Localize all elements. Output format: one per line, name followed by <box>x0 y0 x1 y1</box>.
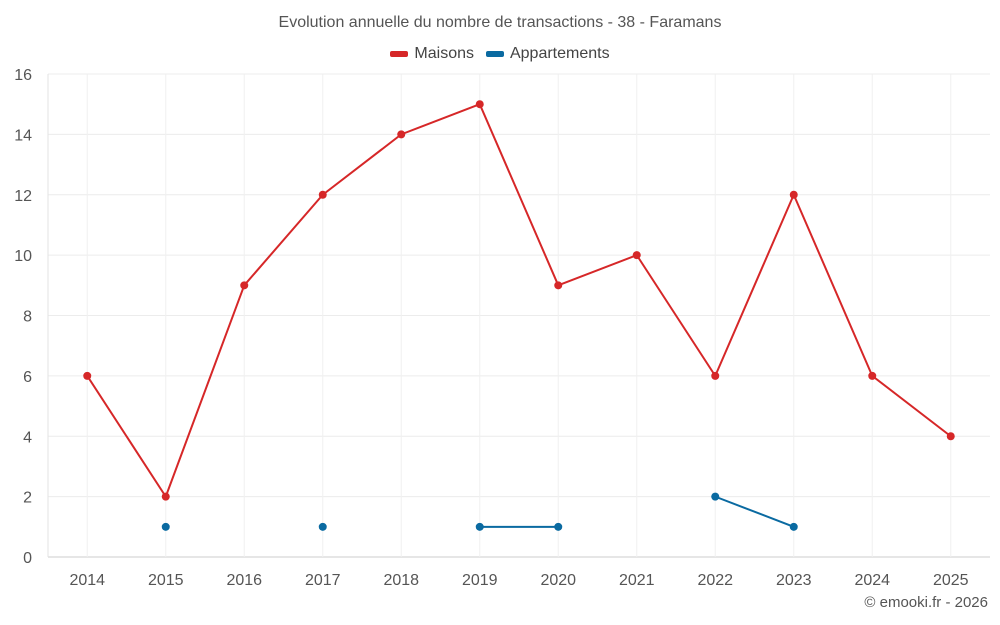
x-tick-label: 2016 <box>226 572 262 589</box>
legend-swatch-appartements <box>485 51 504 57</box>
data-point-maisons <box>161 492 170 501</box>
chart-title: Evolution annuelle du nombre de transact… <box>278 14 722 31</box>
y-tick-label: 4 <box>23 429 32 446</box>
x-tick-label: 2020 <box>540 572 576 589</box>
legend-label-appartements: Appartements <box>509 45 610 62</box>
series-line-maisons <box>86 103 952 498</box>
x-tick-label: 2023 <box>776 572 812 589</box>
data-point-maisons <box>397 130 406 139</box>
y-tick-label: 2 <box>23 490 32 507</box>
data-point-appartements <box>554 522 563 531</box>
data-point-appartements <box>161 522 170 531</box>
x-tick-label: 2017 <box>305 572 341 589</box>
data-point-maisons <box>240 281 249 290</box>
x-tick-label: 2018 <box>383 572 419 589</box>
x-tick-label: 2015 <box>148 572 184 589</box>
data-point-maisons <box>789 190 798 199</box>
data-point-maisons <box>318 190 327 199</box>
y-tick-label: 14 <box>14 127 32 144</box>
y-tick-label: 6 <box>23 369 32 386</box>
data-point-maisons <box>711 371 720 380</box>
y-tick-label: 12 <box>14 188 32 205</box>
x-tick-label: 2022 <box>697 572 733 589</box>
x-tick-label: 2021 <box>619 572 655 589</box>
data-point-maisons <box>475 100 484 109</box>
x-tick-label: 2014 <box>69 572 105 589</box>
y-tick-label: 10 <box>14 248 32 265</box>
x-tick-label: 2025 <box>933 572 969 589</box>
legend-item-appartements[interactable]: Appartements <box>485 45 610 63</box>
series-line-appartements <box>714 495 795 528</box>
legend: Maisons Appartements <box>0 45 1000 63</box>
data-point-appartements <box>318 522 327 531</box>
data-point-appartements <box>711 492 720 501</box>
data-point-maisons <box>868 371 877 380</box>
data-point-maisons <box>554 281 563 290</box>
y-tick-label: 8 <box>23 309 32 326</box>
data-point-maisons <box>632 251 641 260</box>
data-point-appartements <box>789 522 798 531</box>
credit-text: © emooki.fr - 2026 <box>864 594 988 611</box>
data-point-appartements <box>475 522 484 531</box>
legend-label-maisons: Maisons <box>414 45 474 62</box>
data-point-maisons <box>83 371 92 380</box>
y-tick-label: 0 <box>23 550 32 567</box>
x-tick-label: 2019 <box>462 572 498 589</box>
y-tick-label: 16 <box>14 67 32 84</box>
legend-swatch-maisons <box>390 51 409 57</box>
legend-item-maisons[interactable]: Maisons <box>390 45 474 63</box>
x-tick-label: 2024 <box>854 572 890 589</box>
data-point-maisons <box>946 432 955 441</box>
